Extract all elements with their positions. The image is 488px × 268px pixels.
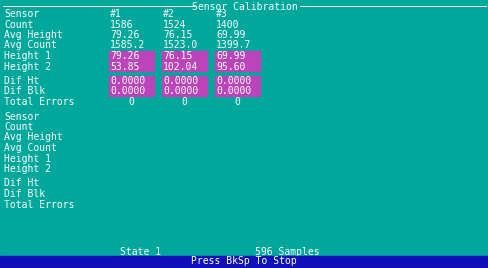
Text: Sensor Calibration: Sensor Calibration <box>192 2 297 12</box>
Text: 1399.7: 1399.7 <box>216 40 251 50</box>
Text: 0.0000: 0.0000 <box>110 87 145 96</box>
Text: 0.0000: 0.0000 <box>163 76 198 86</box>
Text: 69.99: 69.99 <box>216 30 245 40</box>
Text: Sensor: Sensor <box>4 9 39 19</box>
Bar <box>109 61 154 70</box>
Text: #2: #2 <box>163 9 174 19</box>
Text: 1585.2: 1585.2 <box>110 40 145 50</box>
Text: 0: 0 <box>181 97 186 107</box>
Text: #1: #1 <box>110 9 122 19</box>
Text: #3: #3 <box>216 9 227 19</box>
Text: 79.26: 79.26 <box>110 30 139 40</box>
Text: 79.26: 79.26 <box>110 51 139 61</box>
Text: Height 2: Height 2 <box>4 164 51 174</box>
Text: Height 1: Height 1 <box>4 51 51 61</box>
Text: 76.15: 76.15 <box>163 51 192 61</box>
Bar <box>162 86 206 95</box>
Bar <box>109 76 154 85</box>
Text: 0: 0 <box>128 97 134 107</box>
Text: 1586: 1586 <box>110 20 133 29</box>
Text: Dif Blk: Dif Blk <box>4 189 45 199</box>
Text: 1400: 1400 <box>216 20 239 29</box>
Text: 102.04: 102.04 <box>163 61 198 72</box>
Bar <box>0 256 488 268</box>
Text: Dif Blk: Dif Blk <box>4 87 45 96</box>
Bar <box>162 61 206 70</box>
Bar <box>109 50 154 60</box>
Text: Avg Height: Avg Height <box>4 30 62 40</box>
Bar <box>215 61 260 70</box>
Text: 76.15: 76.15 <box>163 30 192 40</box>
Text: 1524: 1524 <box>163 20 186 29</box>
Text: 95.60: 95.60 <box>216 61 245 72</box>
Text: Dif Ht: Dif Ht <box>4 76 39 86</box>
Text: Count: Count <box>4 20 33 29</box>
Text: 0.0000: 0.0000 <box>216 87 251 96</box>
Text: Count: Count <box>4 122 33 132</box>
Text: Height 2: Height 2 <box>4 61 51 72</box>
Text: 53.85: 53.85 <box>110 61 139 72</box>
Bar <box>215 50 260 60</box>
Text: Height 1: Height 1 <box>4 154 51 163</box>
Bar <box>162 76 206 85</box>
Text: 1523.0: 1523.0 <box>163 40 198 50</box>
Text: 0: 0 <box>234 97 240 107</box>
Text: Sensor: Sensor <box>4 111 39 121</box>
Text: 0.0000: 0.0000 <box>163 87 198 96</box>
Text: State 1: State 1 <box>120 247 161 257</box>
Bar <box>109 86 154 95</box>
Text: Dif Ht: Dif Ht <box>4 178 39 188</box>
Bar <box>215 86 260 95</box>
Bar <box>162 50 206 60</box>
Bar <box>215 76 260 85</box>
Text: Total Errors: Total Errors <box>4 199 74 210</box>
Text: 69.99: 69.99 <box>216 51 245 61</box>
Text: Total Errors: Total Errors <box>4 97 74 107</box>
Text: 596 Samples: 596 Samples <box>254 247 319 257</box>
Text: Avg Height: Avg Height <box>4 132 62 143</box>
Text: Avg Count: Avg Count <box>4 143 57 153</box>
Text: Avg Count: Avg Count <box>4 40 57 50</box>
Text: Press BkSp To Stop: Press BkSp To Stop <box>191 256 296 266</box>
Text: 0.0000: 0.0000 <box>110 76 145 86</box>
Text: 0.0000: 0.0000 <box>216 76 251 86</box>
